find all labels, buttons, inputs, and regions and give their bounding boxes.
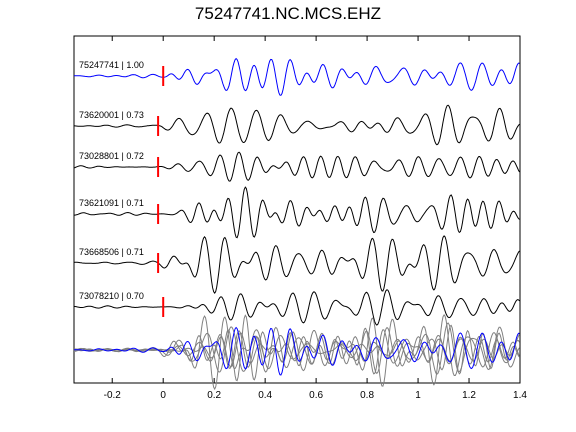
trace-labels: 75247741 | 1.00 73620001 | 0.73 73028801 |… [79, 60, 144, 301]
x-tick-label: 1.4 [513, 390, 527, 401]
trace-line [73, 104, 520, 146]
trace-line [73, 57, 520, 96]
x-tick-label: 1.2 [462, 390, 476, 401]
pick-markers [157, 66, 165, 317]
x-tick-label: 0.8 [360, 390, 374, 401]
x-tick-label: 0.6 [309, 390, 323, 401]
trace-label: 73028801 | 0.72 [79, 151, 144, 161]
trace-line [74, 186, 520, 239]
x-tick-label: 1 [415, 390, 421, 401]
trace-line [73, 151, 520, 182]
x-tick-label: -0.2 [104, 390, 122, 401]
trace-label: 73620001 | 0.73 [79, 110, 144, 120]
x-axis: -0.2 0 0.2 0.4 0.6 0.8 1 1.2 1.4 [104, 36, 527, 401]
trace-label: 73668506 | 0.71 [79, 247, 144, 257]
x-tick-label: 0.4 [258, 390, 272, 401]
x-tick-label: 0 [160, 390, 166, 401]
trace-label: 73078210 | 0.70 [79, 291, 144, 301]
trace-line [73, 289, 520, 326]
trace-label: 75247741 | 1.00 [79, 60, 144, 70]
stack-group [73, 314, 520, 391]
trace-line [73, 235, 520, 294]
trace-label: 73621091 | 0.71 [79, 198, 144, 208]
plot-frame [73, 35, 521, 384]
stack-reference-line [74, 326, 520, 376]
x-tick-label: 0.2 [207, 390, 221, 401]
trace-group [73, 57, 520, 326]
chart-title: 75247741.NC.MCS.EHZ [194, 4, 382, 23]
